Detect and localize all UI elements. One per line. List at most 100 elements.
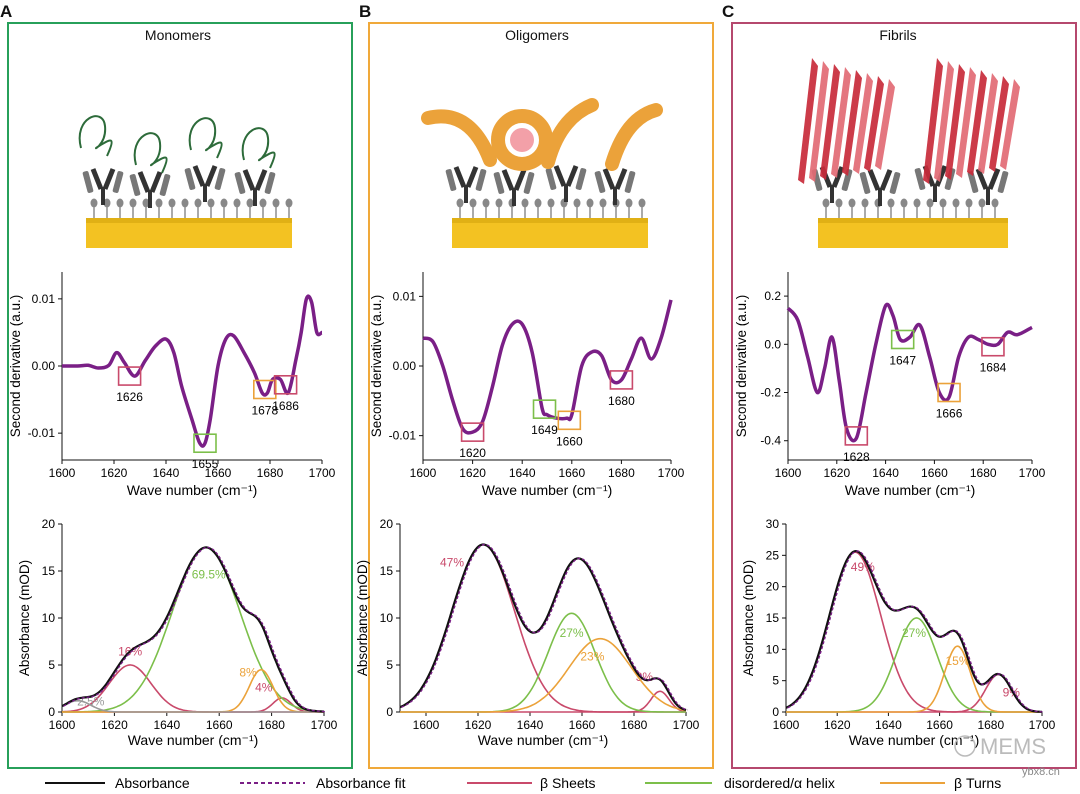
component-curve bbox=[61, 699, 324, 713]
legend-label-5: β Turns bbox=[954, 775, 1001, 791]
y-tick-label: 25 bbox=[766, 548, 780, 562]
linker-head bbox=[469, 198, 477, 208]
oligomers-illustration bbox=[421, 98, 663, 248]
legend-label-3: β Sheets bbox=[540, 775, 596, 791]
y-axis-label: Absorbance (mOD) bbox=[17, 560, 32, 676]
fibril-strand bbox=[820, 64, 840, 180]
x-tick-label: 1660 bbox=[921, 466, 948, 480]
antibody-arm-right bbox=[102, 168, 116, 190]
panel-frame-A bbox=[7, 22, 353, 769]
linker-head bbox=[534, 198, 542, 208]
y-tick-label: 10 bbox=[380, 611, 394, 625]
fibril-strand bbox=[945, 64, 965, 180]
oligomer-left bbox=[421, 109, 497, 167]
y-tick-label: -0.01 bbox=[28, 426, 56, 440]
x-tick-label: 1600 bbox=[410, 466, 437, 480]
peak-marker-box bbox=[937, 382, 961, 403]
antibody-arm-left bbox=[453, 166, 467, 188]
antibody-arm-left bbox=[602, 168, 616, 190]
antibody-light-left bbox=[82, 171, 94, 193]
linker-head bbox=[952, 198, 960, 208]
x-tick-label: 1620 bbox=[101, 718, 128, 732]
monomer-protein bbox=[133, 132, 168, 174]
y-tick-label: 10 bbox=[42, 611, 56, 625]
component-percent-label: 69.5% bbox=[192, 568, 226, 582]
x-tick-label: 1620 bbox=[459, 466, 486, 480]
component-percent-label: 47% bbox=[440, 555, 464, 569]
y-axis-label: Second derivative (a.u.) bbox=[369, 295, 384, 438]
antibody-arm-left bbox=[501, 169, 515, 191]
x-axis-label: Wave number (cm⁻¹) bbox=[845, 482, 976, 498]
absorbance-line bbox=[399, 543, 687, 712]
y-tick-label: 20 bbox=[42, 517, 56, 531]
x-tick-label: 1640 bbox=[875, 718, 902, 732]
y-tick-label: 0 bbox=[772, 705, 779, 719]
y-tick-label: 0.01 bbox=[393, 289, 417, 303]
antibody-light-left bbox=[129, 174, 141, 196]
peak-marker-label: 1660 bbox=[556, 434, 583, 448]
y-tick-label: 5 bbox=[772, 674, 779, 688]
linker-head bbox=[822, 198, 830, 208]
chart-A-second: 1600 1620 1640 1660 1680 1700 0.01 0.00 -0.01 Wav… bbox=[8, 272, 336, 498]
peak-marker-box bbox=[273, 374, 298, 395]
peak-marker-label: 1649 bbox=[531, 423, 558, 437]
x-axis-label: Wave number (cm⁻¹) bbox=[128, 732, 259, 748]
x-tick-label: 1600 bbox=[49, 718, 76, 732]
x-tick-label: 1640 bbox=[153, 718, 180, 732]
chart-C-abs: 1600 1620 1640 1660 1680 1700 0 5 10 15 20 25 30 Wave… bbox=[741, 517, 1056, 748]
antibody-light-right bbox=[841, 169, 853, 191]
antibody-arm-left bbox=[137, 171, 151, 193]
legend-label-4: disordered/α helix bbox=[724, 775, 835, 791]
x-tick-label: 1700 bbox=[673, 718, 700, 732]
x-tick-label: 1700 bbox=[658, 466, 685, 480]
x-tick-label: 1660 bbox=[206, 718, 233, 732]
x-tick-label: 1660 bbox=[558, 466, 585, 480]
linker-head bbox=[456, 198, 464, 208]
y-axis-label: Absorbance (mOD) bbox=[355, 560, 370, 676]
linker-head bbox=[246, 198, 254, 208]
y-tick-label: 5 bbox=[48, 658, 55, 672]
antibody-arm-right bbox=[513, 169, 527, 191]
antibody-light-right bbox=[523, 172, 535, 194]
linker-head bbox=[599, 198, 607, 208]
gold-surface bbox=[452, 222, 648, 248]
antibody-light-left bbox=[234, 172, 246, 194]
gold-surface bbox=[818, 222, 1008, 248]
gold-surface-edge bbox=[86, 218, 292, 223]
fibril-strand bbox=[875, 79, 895, 170]
peak-marker-box bbox=[460, 422, 485, 442]
gold-surface-edge bbox=[818, 218, 1008, 223]
fibril-strand bbox=[842, 70, 862, 176]
fibril-strand bbox=[831, 67, 851, 178]
y-tick-label: -0.2 bbox=[760, 386, 781, 400]
linker-head bbox=[129, 198, 137, 208]
monomers-illustration bbox=[78, 115, 293, 248]
antibody-arm-right bbox=[934, 165, 948, 187]
x-tick-label: 1680 bbox=[608, 466, 635, 480]
watermark-mems: MEMS bbox=[980, 734, 1046, 759]
watermark: MEMS ybx8.cn bbox=[954, 734, 1060, 778]
peak-marker-label: 1626 bbox=[116, 390, 143, 404]
fibril-strand bbox=[967, 70, 987, 176]
linker-head bbox=[155, 198, 163, 208]
x-tick-label: 1680 bbox=[621, 718, 648, 732]
component-percent-label: 27% bbox=[560, 626, 584, 640]
x-tick-label: 1620 bbox=[465, 718, 492, 732]
y-tick-label: 0 bbox=[386, 705, 393, 719]
watermark-site: ybx8.cn bbox=[1022, 766, 1060, 778]
antibody-light-right bbox=[159, 174, 171, 196]
linker-head bbox=[926, 198, 934, 208]
x-tick-label: 1640 bbox=[153, 466, 180, 480]
linker-head bbox=[233, 198, 241, 208]
second-derivative-line bbox=[61, 294, 323, 448]
y-tick-label: -0.4 bbox=[760, 434, 781, 448]
peak-marker-label: 1647 bbox=[889, 353, 916, 367]
y-tick-label: 0.0 bbox=[764, 337, 781, 351]
antibody-arm-right bbox=[204, 165, 218, 187]
second-derivative-line bbox=[786, 302, 1033, 443]
linker-head bbox=[978, 198, 986, 208]
linker-head bbox=[495, 198, 503, 208]
peak-marker-box bbox=[890, 329, 915, 350]
antibody-light-left bbox=[594, 171, 606, 193]
antibody-arm-right bbox=[149, 171, 163, 193]
